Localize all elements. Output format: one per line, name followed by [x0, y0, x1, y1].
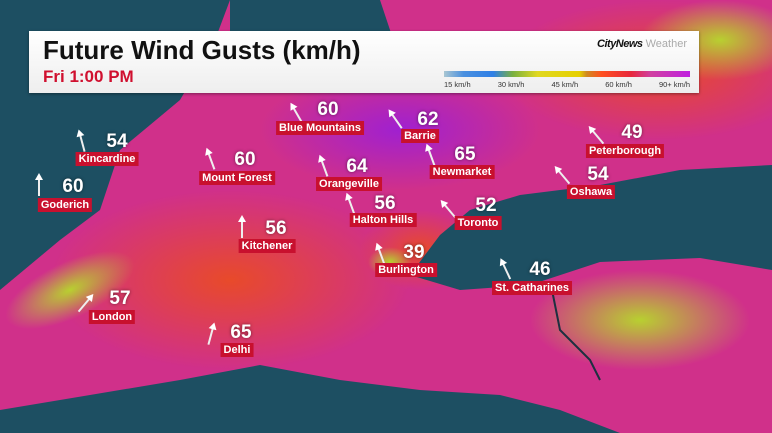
wind-arrow-icon — [375, 242, 386, 265]
city-label: St. Catharines — [492, 281, 572, 295]
gust-value: 52 — [475, 195, 497, 216]
gust-value: 56 — [265, 218, 287, 239]
wind-arrow-icon — [554, 166, 571, 185]
gust-value: 65 — [454, 144, 476, 165]
gust-value: 49 — [621, 122, 643, 143]
gust-value: 54 — [106, 131, 128, 152]
gust-value: 65 — [230, 322, 252, 343]
gust-value: 60 — [62, 176, 84, 197]
city-label: Blue Mountains — [276, 121, 364, 135]
gust-value: 60 — [234, 149, 256, 170]
wind-arrow-icon — [77, 294, 94, 313]
city-label: Peterborough — [585, 144, 665, 158]
page-title: Future Wind Gusts (km/h) — [43, 35, 361, 65]
lake-erie — [0, 365, 620, 433]
wind-arrow-icon — [76, 129, 86, 152]
city-label: Toronto — [454, 216, 502, 230]
wind-arrow-icon — [425, 143, 436, 166]
wind-arrow-icon — [345, 192, 356, 215]
legend-tick: 60 km/h — [605, 80, 632, 89]
niagara-river — [551, 289, 601, 381]
forecast-time: Fri 1:00 PM — [43, 67, 134, 86]
city-label: Halton Hills — [349, 213, 417, 227]
wind-arrow-icon — [238, 215, 246, 238]
city-label: Goderich — [37, 198, 93, 212]
gust-value: 46 — [529, 259, 551, 280]
legend-color-bar — [444, 71, 690, 77]
gust-value: 60 — [317, 99, 339, 120]
city-label: Mount Forest — [199, 171, 275, 185]
wind-arrow-icon — [318, 154, 329, 177]
city-label: Burlington — [375, 263, 437, 277]
color-legend: 15 km/h 30 km/h 45 km/h 60 km/h 90+ km/h — [444, 71, 690, 89]
legend-tick: 45 km/h — [551, 80, 579, 89]
wind-arrow-icon — [207, 322, 217, 345]
brand-logo: CityNews Weather — [597, 38, 687, 50]
gust-value: 57 — [109, 288, 131, 309]
wind-arrow-icon — [499, 258, 512, 280]
city-label: Newmarket — [429, 165, 495, 179]
gust-value: 39 — [403, 242, 425, 263]
gust-value: 64 — [346, 156, 368, 177]
gust-value: 62 — [417, 109, 439, 130]
city-label: Oshawa — [566, 185, 616, 199]
city-label: Kincardine — [75, 152, 139, 166]
city-label: Delhi — [220, 343, 254, 357]
city-label: London — [88, 310, 136, 324]
city-label: Barrie — [401, 129, 439, 143]
gust-value: 56 — [374, 193, 396, 214]
legend-tick: 30 km/h — [497, 80, 525, 89]
gust-value: 54 — [587, 164, 609, 185]
city-label: Kitchener — [238, 239, 296, 253]
legend-tick: 15 km/h — [444, 80, 471, 89]
wind-arrow-icon — [588, 126, 605, 145]
wind-arrow-icon — [35, 173, 43, 196]
city-label: Orangeville — [316, 177, 382, 191]
wind-arrow-icon — [290, 102, 303, 124]
wind-arrow-icon — [440, 200, 457, 219]
wind-arrow-icon — [388, 109, 403, 129]
title-panel: Future Wind Gusts (km/h) Fri 1:00 PM Cit… — [29, 31, 699, 93]
legend-tick: 90+ km/h — [658, 80, 690, 89]
wind-arrow-icon — [205, 147, 216, 170]
